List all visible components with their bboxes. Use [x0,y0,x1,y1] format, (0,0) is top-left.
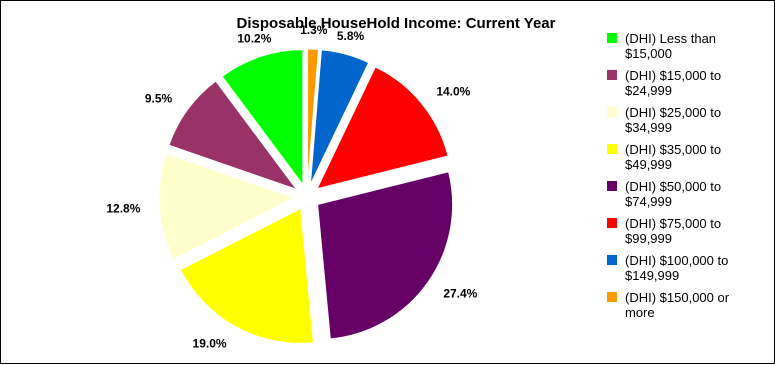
chart-title: Disposable HouseHold Income: Current Yea… [237,15,556,32]
legend-label: $74,999 [625,194,672,209]
legend-label: $149,999 [625,268,679,283]
legend-label: (DHI) $150,000 or [625,290,730,305]
legend-label: (DHI) $75,000 to [625,216,721,231]
slice-label: 10.2% [237,32,271,46]
pie-slice-dhi-100-000-to-149-999 [309,49,370,185]
legend-item: (DHI) $15,000 to$24,999 [607,68,721,98]
pie-slice-dhi-25-000-to-34-999 [158,153,296,260]
legend-swatch [607,255,617,265]
pie-slice-dhi-35-000-to-49-999 [179,207,314,344]
legend-swatch [607,181,617,191]
slice-label: 12.8% [106,202,140,216]
legend-item: (DHI) $100,000 to$149,999 [607,253,728,283]
pie-slice-dhi-50-000-to-74-999 [317,171,454,340]
legend-swatch [607,144,617,154]
legend-item: (DHI) $75,000 to$99,999 [607,216,721,246]
legend-swatch [607,107,617,117]
pie-slices [158,48,454,344]
legend-item: (DHI) $35,000 to$49,999 [607,142,721,172]
slice-label: 5.8% [337,29,365,43]
legend-label: more [625,305,655,320]
slice-label: 19.0% [193,336,227,350]
pie-labels: 1.3% 5.8% 14.0% 27.4% 19.0% 12.8% 9.5% 10.2% [106,23,477,350]
legend-item: (DHI) $25,000 to$34,999 [607,105,721,135]
slice-label: 9.5% [145,91,173,105]
legend-label: $34,999 [625,120,672,135]
legend-label: (DHI) $50,000 to [625,179,721,194]
slice-label: 14.0% [436,84,470,98]
pie-slice-dhi-less-than-15-000 [221,49,304,187]
legend: (DHI) Less than$15,000 (DHI) $15,000 to$2… [607,31,730,320]
pie-slice-dhi-150-000-or-more [307,48,320,185]
legend-swatch [607,70,617,80]
legend-swatch [607,292,617,302]
legend-item: (DHI) $50,000 to$74,999 [607,179,721,209]
legend-label: (DHI) $25,000 to [625,105,721,120]
legend-item: (DHI) Less than$15,000 [607,31,716,61]
legend-label: (DHI) $35,000 to [625,142,721,157]
legend-label: (DHI) $15,000 to [625,68,721,83]
legend-label: $99,999 [625,231,672,246]
legend-label: (DHI) Less than [625,31,716,46]
pie-slice-dhi-75-000-to-99-999 [316,66,449,190]
pie-slice-dhi-15-000-to-24-999 [168,80,298,191]
legend-label: (DHI) $100,000 to [625,253,728,268]
legend-label: $24,999 [625,83,672,98]
legend-swatch [607,218,617,228]
legend-swatch [607,33,617,43]
slice-label: 1.3% [300,23,328,37]
slice-label: 27.4% [443,286,477,300]
legend-label: $49,999 [625,157,672,172]
legend-label: $15,000 [625,46,672,61]
